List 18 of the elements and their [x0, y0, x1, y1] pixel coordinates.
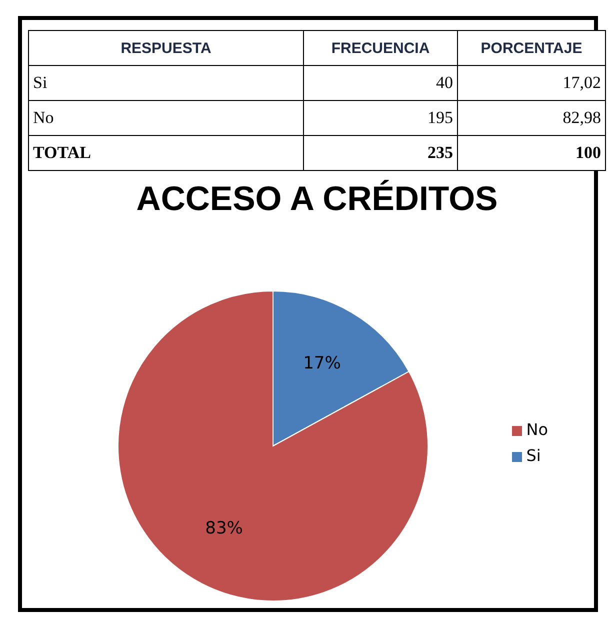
legend-label: No [526, 420, 548, 439]
data-label: 83% [205, 518, 243, 539]
text: 40 [304, 66, 458, 100]
text: 195 [304, 100, 458, 136]
category-label: No [33, 108, 54, 127]
text: 100 [458, 136, 606, 170]
text: TOTAL [28, 136, 304, 170]
text: 235 [304, 136, 458, 170]
text: 17,02 [458, 66, 606, 100]
data-label: 17% [303, 353, 341, 374]
chart-title: ACCESO A CRÉDITOS [135, 180, 499, 219]
category-label: Si [33, 73, 48, 92]
text: FRECUENCIA [304, 30, 458, 66]
text: RESPUESTA [28, 30, 304, 66]
pie-slice [118, 290, 428, 602]
text: PORCENTAJE [458, 30, 606, 66]
text: 82,98 [458, 100, 606, 136]
legend-label: Si [526, 446, 541, 465]
